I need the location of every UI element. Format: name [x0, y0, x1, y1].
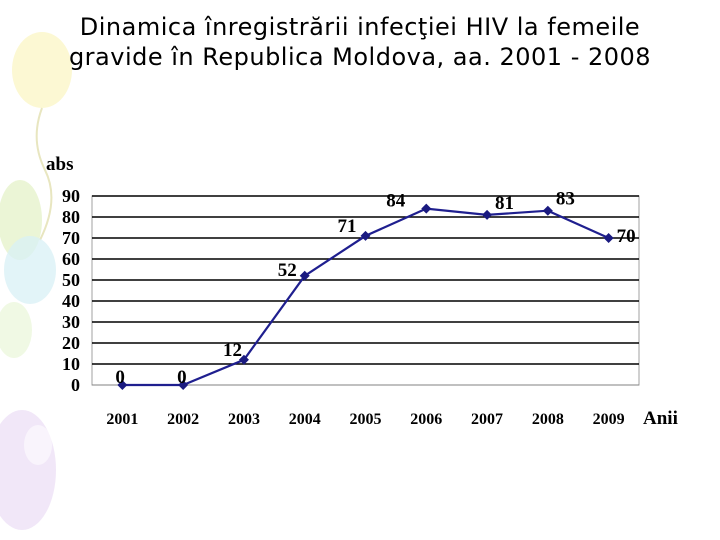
y-axis-label: abs [46, 154, 73, 175]
x-tick-label: 2009 [593, 411, 625, 428]
x-tick-label: 2006 [410, 411, 442, 428]
data-label: 0 [177, 367, 187, 388]
x-tick-label: 2005 [350, 411, 382, 428]
data-label: 52 [278, 260, 297, 281]
balloon-decoration [24, 425, 52, 465]
data-label: 84 [386, 191, 406, 212]
balloon-string-decoration [35, 107, 53, 241]
slide-title: Dinamica înregistrării infecţiei HIV la … [68, 13, 652, 71]
data-point-marker [178, 380, 189, 390]
data-label: 70 [617, 226, 636, 247]
y-tick-label: 70 [62, 228, 80, 248]
data-label: 71 [338, 216, 357, 237]
x-tick-label: 2001 [106, 411, 138, 428]
data-point-marker [117, 380, 128, 390]
y-tick-label: 50 [62, 270, 80, 290]
y-tick-label: 90 [62, 186, 80, 206]
data-label: 83 [556, 189, 575, 210]
x-axis-label: Anii [643, 408, 678, 429]
data-point-marker [238, 354, 249, 365]
balloon-decoration [0, 302, 32, 358]
data-point-marker [421, 203, 432, 214]
y-tick-label: 60 [62, 249, 80, 269]
x-tick-label: 2008 [532, 411, 564, 428]
y-tick-label: 0 [71, 375, 80, 395]
data-point-marker [299, 270, 310, 281]
y-tick-label: 10 [62, 354, 80, 374]
plot-area [91, 195, 640, 386]
x-tick-label: 2002 [167, 411, 199, 428]
y-tick-label: 80 [62, 207, 80, 227]
data-point-marker [482, 209, 493, 220]
data-label: 12 [223, 340, 242, 361]
balloon-decoration [12, 32, 72, 108]
decorative-balloons [0, 32, 72, 530]
x-tick-label: 2007 [471, 411, 503, 428]
balloon-decoration [4, 236, 56, 304]
y-tick-label: 40 [62, 291, 80, 311]
data-label: 0 [115, 367, 125, 388]
data-point-marker [542, 205, 553, 216]
data-label: 81 [495, 193, 514, 214]
y-tick-label: 30 [62, 312, 80, 332]
data-point-marker [360, 230, 371, 241]
x-tick-label: 2004 [289, 411, 321, 428]
data-point-marker [603, 233, 614, 243]
y-tick-label: 20 [62, 333, 80, 353]
x-tick-label: 2003 [228, 411, 260, 428]
